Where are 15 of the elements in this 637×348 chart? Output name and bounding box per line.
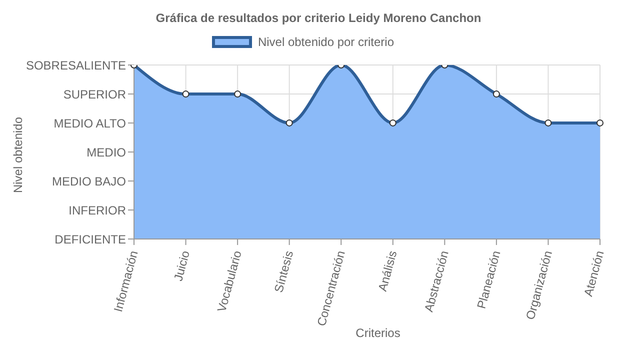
x-tick-label: Atención	[581, 249, 607, 298]
x-tick-label: Juicio	[171, 248, 193, 282]
category-label: MEDIO BAJO	[52, 174, 126, 188]
legend-label: Nivel obtenido por criterio	[256, 35, 394, 49]
x-tick-label: Síntesis	[272, 249, 296, 294]
chart-title: Gráfica de resultados por criterio Leidy Moreno Canchon	[154, 10, 482, 27]
x-tick-label: Análisis	[375, 249, 400, 293]
category-label: INFERIOR	[68, 203, 126, 218]
text: Nivel obtenido	[11, 116, 25, 196]
category-label: SOBRESALIENTE	[26, 58, 126, 72]
x-axis-title: Criterios	[354, 326, 402, 340]
category-label: MEDIO ALTO	[54, 116, 126, 130]
category-label: SUPERIOR	[63, 87, 126, 102]
category-label: MEDIO	[86, 145, 126, 160]
category-label: DEFICIENTE	[54, 232, 126, 246]
